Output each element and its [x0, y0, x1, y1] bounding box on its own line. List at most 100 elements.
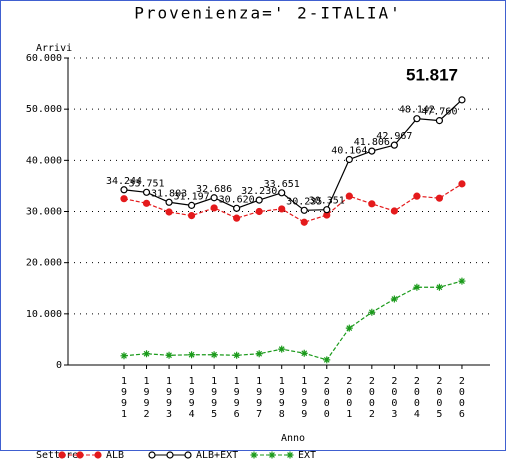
marker: [278, 205, 286, 213]
marker: [458, 180, 466, 188]
marker: [165, 208, 173, 216]
series-line: [123, 280, 463, 361]
x-axis-label: Anno: [281, 433, 305, 444]
marker: [142, 188, 151, 196]
marker: [345, 324, 353, 332]
marker: [390, 295, 398, 303]
data-label: 31.197: [174, 191, 210, 202]
y-tick-label: 20.000: [26, 258, 62, 269]
marker: [390, 141, 398, 149]
data-label: 31.803: [151, 188, 187, 199]
marker: [76, 451, 84, 459]
marker: [120, 352, 128, 360]
marker: [345, 155, 353, 164]
marker: [300, 206, 308, 214]
marker: [143, 350, 151, 358]
legend-label: ALB: [106, 450, 124, 461]
y-tick-label: 10.000: [26, 309, 62, 320]
marker: [255, 350, 263, 358]
marker: [323, 206, 331, 214]
marker: [210, 204, 218, 212]
marker: [300, 349, 308, 357]
marker: [368, 308, 376, 316]
legend-title: Settore: [36, 450, 78, 461]
data-label: 34.244: [106, 176, 142, 187]
series-line: [123, 99, 463, 211]
marker: [187, 201, 196, 209]
marker: [390, 207, 398, 215]
marker: [210, 194, 218, 202]
marker: [458, 277, 466, 285]
marker: [458, 96, 466, 104]
series-line: [123, 183, 463, 223]
marker: [142, 199, 151, 207]
data-label: 32.686: [196, 184, 232, 195]
marker: [255, 207, 263, 216]
marker: [255, 196, 263, 204]
marker: [435, 117, 444, 125]
chart-title: Provenienza=' 2-ITALIA': [134, 4, 402, 23]
marker: [345, 192, 353, 200]
marker: [184, 451, 192, 459]
marker: [278, 189, 286, 197]
legend-label: ALB+EXT: [196, 450, 238, 461]
marker: [166, 451, 174, 459]
frame: [0, 0, 506, 451]
data-label: 33.751: [128, 178, 164, 189]
y-tick-label: 30.000: [26, 207, 62, 218]
data-label: 32.230: [241, 186, 277, 197]
marker: [250, 451, 258, 459]
data-label: 47.760: [421, 107, 457, 118]
data-label: 48.142: [399, 105, 435, 116]
marker: [413, 283, 421, 291]
y-tick-label: 0: [56, 360, 62, 371]
marker: [233, 351, 241, 359]
marker: [268, 451, 276, 459]
marker: [368, 147, 376, 155]
data-label: 40.164: [331, 145, 367, 156]
marker: [233, 204, 241, 212]
data-label: 30.235: [286, 196, 322, 207]
marker: [165, 198, 173, 206]
marker: [300, 218, 308, 226]
marker: [413, 192, 421, 200]
marker: [435, 194, 444, 202]
marker: [233, 214, 241, 222]
marker: [286, 451, 294, 459]
marker: [210, 351, 218, 359]
data-label: 30.351: [309, 196, 345, 207]
y-tick-label: 60.000: [26, 53, 62, 64]
marker: [120, 195, 128, 203]
y-tick-label: 50.000: [26, 104, 62, 115]
marker: [120, 186, 128, 194]
marker: [58, 451, 66, 459]
marker: [165, 351, 173, 359]
marker: [413, 115, 421, 123]
marker: [187, 211, 196, 220]
y-axis-label: Arrivi: [36, 43, 72, 54]
y-tick-label: 40.000: [26, 155, 62, 166]
data-label: 51.817: [406, 65, 458, 84]
marker: [323, 356, 331, 364]
marker: [94, 451, 102, 459]
legend-label: EXT: [298, 450, 316, 461]
marker: [188, 351, 196, 359]
marker: [148, 451, 156, 459]
data-label: 41.806: [354, 137, 390, 148]
data-label: 42.967: [376, 131, 412, 142]
